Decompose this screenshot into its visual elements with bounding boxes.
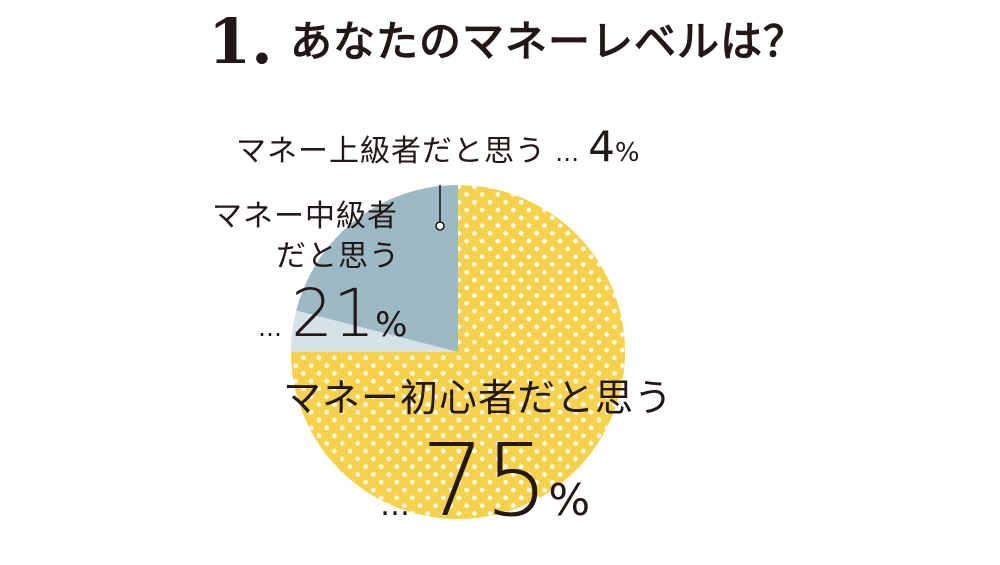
pie-slice-intermediate (296, 185, 458, 352)
label-intermediate-value: 21 (291, 275, 376, 352)
label-advanced-value: 4 (588, 122, 615, 171)
label-beginner-value: 75 (421, 422, 549, 539)
label-intermediate-dots: … (258, 314, 282, 342)
label-intermediate-pct: … 21% (258, 278, 407, 367)
pie-slice-advanced (291, 310, 458, 352)
label-advanced-dots: … (555, 139, 580, 167)
chart-heading: 1. あなたのマネーレベルは？ (0, 2, 1000, 82)
advanced-leader-dot (435, 221, 445, 231)
label-beginner-dots: … (380, 488, 410, 523)
label-intermediate-line2: だと思う (276, 239, 400, 274)
label-advanced-unit: % (614, 138, 640, 168)
chart-title: あなたのマネーレベルは？ (290, 17, 807, 66)
label-intermediate-line1: マネー中級者 (212, 199, 398, 234)
label-beginner-name: マネー初心者だと思う (283, 376, 674, 420)
pie-slice-beginner (291, 185, 625, 519)
label-beginner-pct: … 75% (380, 426, 590, 565)
label-advanced-name: マネー上級者だと思う (236, 134, 546, 169)
label-beginner-unit: % (548, 475, 591, 526)
question-number: 1. (208, 5, 273, 78)
label-advanced: マネー上級者だと思う … 4% (236, 122, 640, 171)
label-intermediate-unit: % (375, 305, 408, 345)
